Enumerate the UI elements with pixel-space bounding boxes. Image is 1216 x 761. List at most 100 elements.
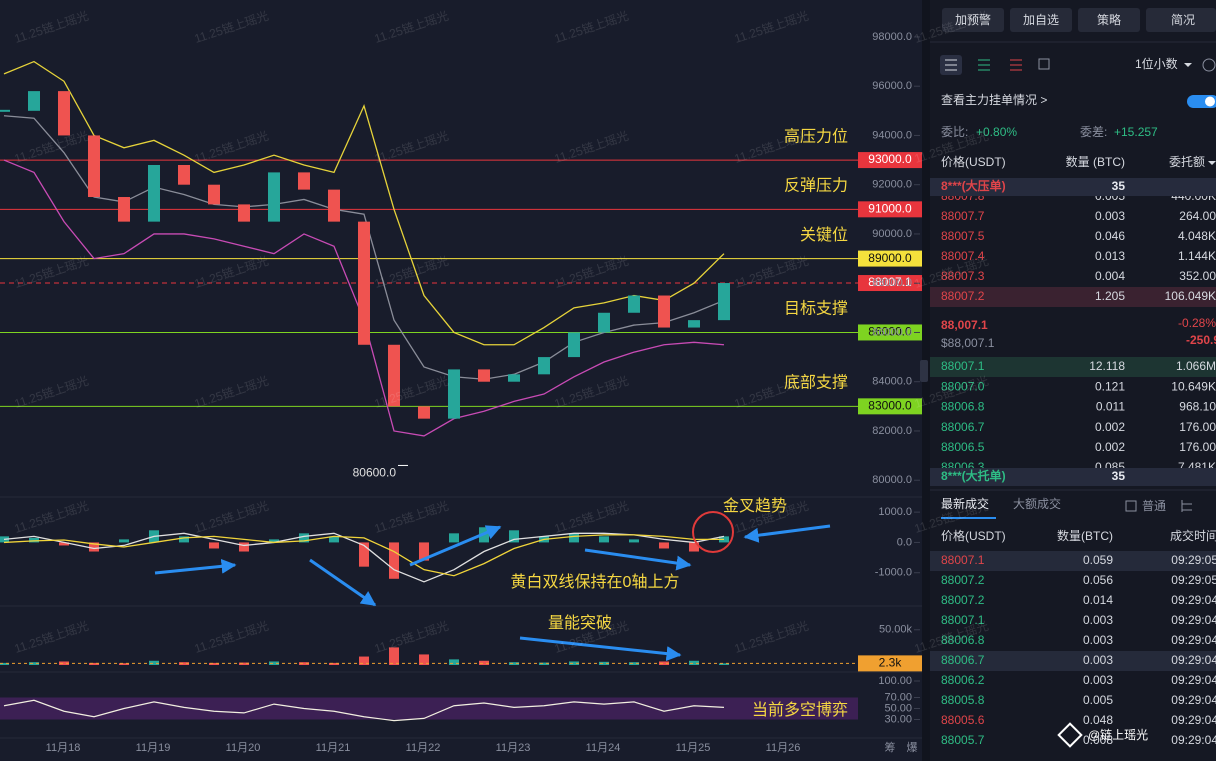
- row-highlight: [930, 551, 1216, 571]
- column-header[interactable]: 委托额: [1169, 155, 1205, 169]
- trade-qty: 0.003: [1083, 653, 1113, 667]
- macd-bar: [509, 530, 519, 543]
- view-icon[interactable]: [1010, 59, 1022, 71]
- row-amount: 1.144K: [1178, 249, 1216, 263]
- pane-separators: [0, 496, 922, 739]
- big-order-qty: 35: [1112, 179, 1126, 193]
- candle: [28, 91, 40, 111]
- button-label[interactable]: 策略: [1097, 12, 1121, 27]
- row-price: 88007.7: [941, 209, 985, 223]
- button-label[interactable]: 简况: [1171, 13, 1195, 27]
- y-tick-label: 94000.0: [872, 129, 912, 141]
- y-tick-label: 98000.0: [872, 31, 912, 43]
- row-price: 88007.3: [941, 269, 985, 283]
- precision-select[interactable]: 1位小数: [1135, 56, 1178, 71]
- x-tick-label: 11月23: [496, 742, 531, 754]
- volume-bar: [239, 662, 249, 665]
- macd-bar: [89, 542, 99, 552]
- diff-label: 委差:: [1080, 125, 1107, 139]
- view-icon[interactable]: [945, 59, 957, 71]
- y-tick-label: 100.00: [878, 675, 912, 687]
- tab[interactable]: 大额成交: [1013, 496, 1061, 511]
- arrow: [154, 558, 237, 575]
- settings-icon[interactable]: [1202, 58, 1216, 72]
- axis-extra[interactable]: 筹: [885, 740, 896, 754]
- button-label[interactable]: 加自选: [1023, 13, 1059, 27]
- row-price: 88007.4: [941, 249, 985, 263]
- x-tick-label: 11月20: [226, 742, 261, 754]
- candle: [268, 172, 280, 222]
- x-tick-label: 11月24: [586, 742, 621, 754]
- checkbox[interactable]: [1125, 500, 1137, 512]
- arrows: [154, 524, 831, 662]
- level-label: 83000.0: [868, 399, 912, 413]
- button[interactable]: [1146, 8, 1216, 32]
- macd-bar: [59, 542, 69, 546]
- view-icon[interactable]: [1038, 58, 1050, 70]
- annotation: 当前多空博弈: [752, 701, 848, 719]
- trades: 88007.1 0.059 09:29:05 88007.2 0.056 09:29:05…: [930, 551, 1216, 747]
- order-panel: 加预警 加自选 策略 简况 1位小数 查看主力挂单情况 > 委比: +0.80%…: [930, 8, 1216, 169]
- y-tick-label: 1000.0: [878, 506, 912, 518]
- trade-qty: 0.005: [1083, 693, 1113, 707]
- row-price: 88006.5: [941, 440, 985, 454]
- depth-link[interactable]: 查看主力挂单情况 >: [941, 93, 1047, 107]
- tab[interactable]: 最新成交: [941, 496, 989, 511]
- last-price-usd: $88,007.1: [941, 336, 995, 350]
- y-tick-label: 50.00k: [879, 624, 913, 636]
- axis-extra[interactable]: 爆: [907, 740, 918, 754]
- row-price: 88007.2: [941, 289, 985, 303]
- arrow: [743, 524, 831, 543]
- volume-bar: [149, 660, 159, 665]
- level-label: 86000.0: [868, 325, 912, 339]
- row-amount: 106.049K: [1165, 289, 1216, 303]
- candle: [118, 197, 130, 222]
- trade-price: 88005.6: [941, 713, 985, 727]
- candle: [478, 369, 490, 382]
- trade-qty: 0.059: [1083, 553, 1113, 567]
- button-label[interactable]: 加预警: [955, 12, 991, 27]
- macd-bar: [629, 539, 639, 543]
- macd-bar: [29, 537, 39, 543]
- last-price: 88,007.1: [941, 318, 988, 332]
- y-tick-label: 86000.0: [872, 326, 912, 338]
- y-tick-label: 50.00: [884, 702, 912, 714]
- macd-bar: [179, 536, 189, 543]
- macd-bar: [449, 533, 459, 543]
- volume-bar: [89, 662, 99, 665]
- volume-bar: [359, 656, 369, 665]
- column-header: 成交时间: [1170, 528, 1216, 543]
- ratio-label: 委比:: [941, 125, 968, 139]
- row-qty: 0.003: [1095, 209, 1125, 223]
- volume-bar: [269, 661, 279, 665]
- level-note: 目标支撑: [784, 300, 848, 318]
- button[interactable]: [1078, 8, 1140, 32]
- filter-icon[interactable]: [1181, 500, 1192, 512]
- big-order-row: [930, 178, 1216, 196]
- trade-price: 88007.2: [941, 593, 985, 607]
- volume-bar: [59, 661, 69, 665]
- trade-price: 88005.7: [941, 733, 985, 747]
- row-highlight: [930, 357, 1216, 377]
- candle: [538, 357, 550, 375]
- volume-bar: [119, 663, 129, 665]
- button[interactable]: [942, 8, 1004, 32]
- macd-bar: [389, 542, 399, 579]
- collapse-handle[interactable]: [920, 360, 928, 382]
- button[interactable]: [1010, 8, 1072, 32]
- x-tick-label: 11月25: [676, 742, 711, 754]
- x-tick-label: 11月21: [316, 742, 351, 754]
- filter-label[interactable]: 普通: [1142, 499, 1166, 513]
- row-qty: 1.205: [1095, 289, 1125, 303]
- chart-bg: [0, 0, 922, 761]
- trade-qty: 0.008: [1083, 733, 1113, 747]
- view-icon[interactable]: [978, 59, 990, 71]
- candle: [508, 374, 520, 382]
- row-qty: 0.002: [1095, 420, 1125, 434]
- level-label: 89000.0: [868, 251, 912, 265]
- candle: [358, 221, 370, 345]
- row-amount: 10.649K: [1171, 379, 1216, 393]
- candle: [88, 135, 100, 198]
- candle: [568, 332, 580, 358]
- trade-qty: 0.048: [1083, 713, 1113, 727]
